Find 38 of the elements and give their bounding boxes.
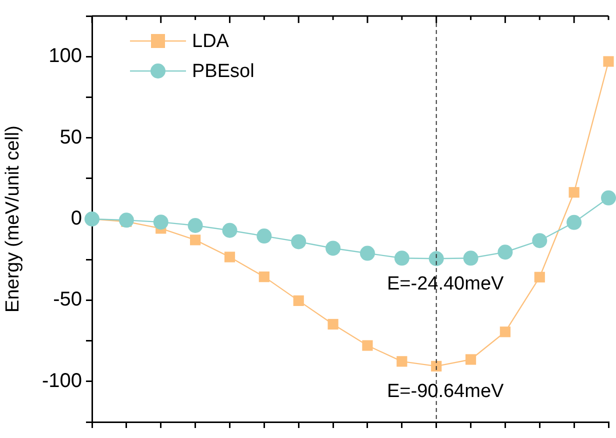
point [188, 218, 203, 233]
point [293, 295, 304, 306]
annotation: E=-90.64meV [386, 380, 504, 402]
y-tick-label: -100 [42, 370, 82, 392]
point [222, 222, 238, 238]
point [603, 56, 614, 67]
y-tick-label: -50 [53, 288, 82, 311]
point [326, 240, 341, 256]
y-tick-label: 0 [70, 208, 82, 230]
point [498, 244, 513, 260]
point [465, 354, 476, 365]
point [566, 214, 582, 230]
point [291, 234, 306, 250]
point [568, 187, 580, 198]
legend-label: PBEsol [192, 61, 254, 82]
point [224, 252, 236, 262]
point [258, 272, 270, 282]
point [463, 250, 478, 266]
point [153, 214, 168, 230]
point [256, 228, 272, 244]
point [601, 190, 616, 206]
point [362, 340, 373, 351]
point [396, 356, 408, 367]
point [190, 234, 201, 246]
annotation: E=-24.40meV [386, 273, 504, 294]
y-tick-label: 50 [60, 126, 82, 148]
point [534, 272, 545, 282]
point [500, 326, 511, 338]
point [360, 246, 375, 261]
y-axis-title: Energy (meV/unit cell) [2, 126, 24, 312]
point [118, 212, 134, 228]
point [428, 251, 444, 266]
legend-label: LDA [192, 31, 230, 52]
y-tick-label: 100 [48, 45, 82, 68]
point [328, 318, 338, 330]
point [394, 250, 410, 266]
point [431, 360, 442, 372]
point [532, 233, 548, 248]
